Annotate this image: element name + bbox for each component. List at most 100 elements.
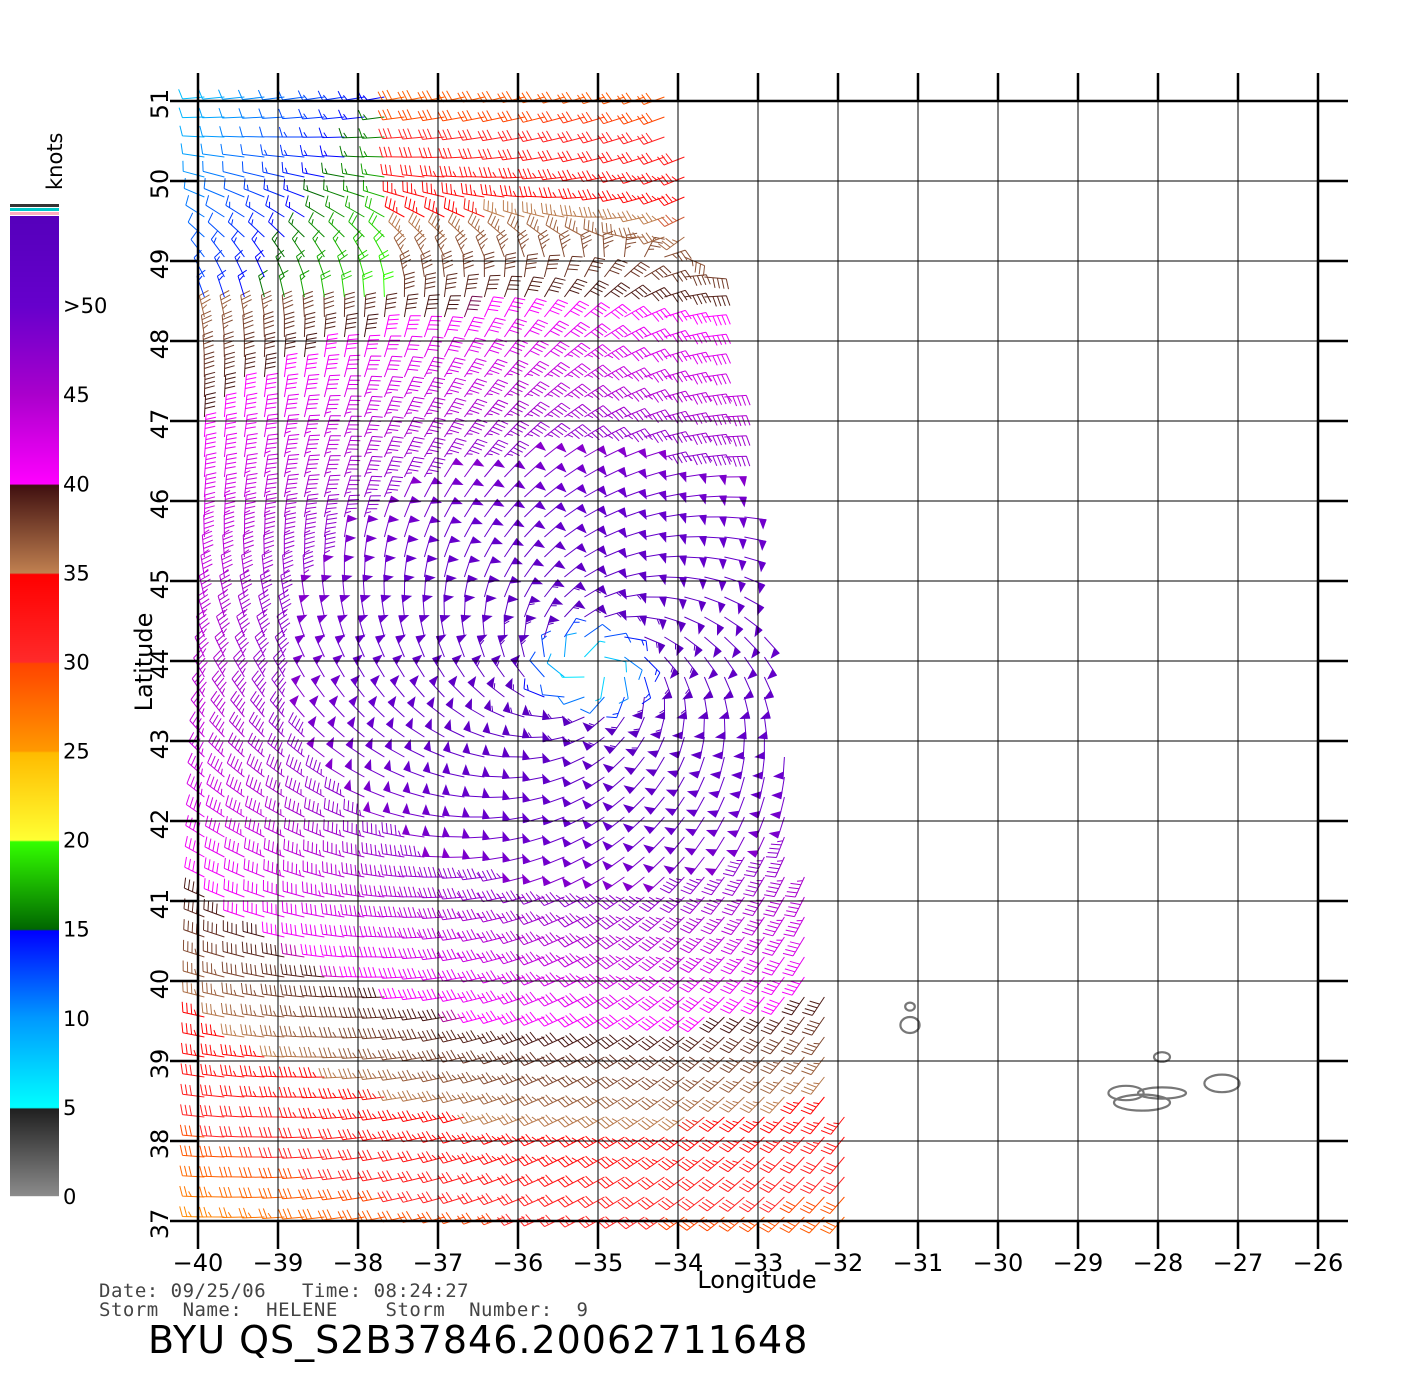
- wind-barb: [222, 920, 245, 938]
- wind-barb: [637, 1076, 665, 1091]
- wind-barb: [323, 797, 345, 818]
- wind-barb: [782, 956, 805, 977]
- wind-barb: [303, 493, 319, 518]
- wind-barb: [482, 808, 505, 820]
- wind-barb: [360, 163, 385, 178]
- wind-barb: [658, 1116, 685, 1131]
- wind-barb: [417, 1110, 445, 1123]
- wind-barb: [223, 432, 238, 458]
- wind-barb: [237, 589, 252, 618]
- wind-barb: [504, 518, 525, 538]
- wind-barb: [517, 1173, 545, 1187]
- wind-barb: [421, 181, 445, 198]
- wind-barb: [476, 634, 488, 658]
- wind-barb: [283, 493, 298, 518]
- wind-barb: [179, 1165, 205, 1178]
- wind-barb: [377, 1150, 405, 1162]
- wind-barb: [664, 330, 692, 344]
- wind-barb: [403, 476, 423, 498]
- wind-barb: [461, 827, 485, 839]
- wind-barb: [318, 1148, 345, 1160]
- wind-barb: [738, 1216, 765, 1233]
- wind-barb: [522, 770, 545, 782]
- wind-barb: [654, 696, 666, 720]
- wind-barb: [337, 614, 348, 638]
- wind-barb: [684, 392, 712, 405]
- wind-barb: [283, 838, 305, 858]
- wind-barb: [577, 189, 605, 201]
- wind-barb: [205, 794, 225, 818]
- longitude-tick-label: −30: [973, 1249, 1024, 1277]
- wind-barb: [200, 1022, 225, 1038]
- wind-barb: [383, 292, 398, 318]
- wind-barb: [325, 195, 345, 218]
- wind-barb: [457, 1172, 485, 1185]
- wind-barb: [339, 924, 365, 938]
- wind-barb: [403, 534, 419, 558]
- wind-barb: [381, 822, 405, 838]
- longitude-tick-label: −31: [893, 1249, 944, 1277]
- wind-barb: [537, 1174, 565, 1187]
- wind-barb: [397, 109, 425, 121]
- wind-barb: [208, 732, 225, 758]
- wind-barb: [577, 170, 605, 182]
- wind-barb: [604, 365, 632, 381]
- wind-barb: [577, 1155, 605, 1169]
- wind-barb: [524, 319, 548, 338]
- wind-barb: [684, 452, 712, 466]
- wind-barb: [542, 752, 565, 764]
- wind-barb: [418, 128, 445, 140]
- date-time-line: Date: 09/25/06 Time: 08:24:27: [99, 1280, 470, 1302]
- wind-barb: [243, 433, 258, 458]
- wind-barb: [403, 456, 425, 478]
- wind-barb: [298, 1127, 325, 1139]
- wind-barb: [318, 1108, 345, 1120]
- wind-barb: [417, 1171, 445, 1184]
- wind-barb: [457, 1010, 485, 1024]
- wind-barb: [283, 434, 300, 458]
- wind-barb: [403, 356, 424, 378]
- longitude-tick-label: −39: [253, 1249, 304, 1277]
- wind-barb: [377, 1109, 405, 1122]
- wind-barb: [659, 936, 685, 953]
- wind-barb: [781, 996, 805, 1016]
- wind-barb: [618, 676, 629, 704]
- wind-barb: [340, 883, 365, 898]
- wind-barb: [280, 984, 305, 998]
- wind-barb: [203, 452, 217, 478]
- wind-barb: [457, 868, 485, 881]
- wind-barb: [437, 1111, 465, 1124]
- wind-barb: [557, 892, 585, 908]
- wind-barb: [564, 464, 587, 478]
- wind-barb: [498, 167, 525, 179]
- wind-barb: [283, 512, 297, 538]
- wind-barb: [597, 954, 625, 970]
- wind-barb: [280, 570, 293, 598]
- wind-barb: [399, 865, 425, 878]
- wind-barb: [477, 1010, 505, 1024]
- wind-barb: [397, 1190, 425, 1203]
- wind-barb: [537, 1012, 565, 1027]
- wind-barb: [739, 1076, 765, 1094]
- wind-barb: [617, 112, 645, 125]
- wind-barb: [202, 940, 225, 958]
- wind-barb: [638, 1035, 665, 1051]
- wind-barb: [644, 532, 667, 543]
- wind-barb: [233, 649, 248, 678]
- wind-barb: [339, 145, 365, 158]
- wind-barb: [644, 490, 667, 502]
- wind-barb: [338, 986, 365, 998]
- wind-barb: [223, 511, 235, 538]
- wind-barb: [359, 925, 385, 938]
- wind-barb: [577, 893, 605, 909]
- wind-barb: [581, 796, 605, 810]
- wind-barb: [486, 676, 505, 698]
- wind-barb: [557, 1115, 585, 1128]
- latitude-tick-label: 46: [146, 489, 174, 520]
- wind-barb: [283, 178, 305, 198]
- wind-barb: [243, 858, 265, 878]
- wind-barb: [557, 1033, 585, 1048]
- wind-barb: [699, 956, 725, 974]
- wind-barb: [503, 297, 526, 318]
- wind-barb: [199, 1186, 225, 1198]
